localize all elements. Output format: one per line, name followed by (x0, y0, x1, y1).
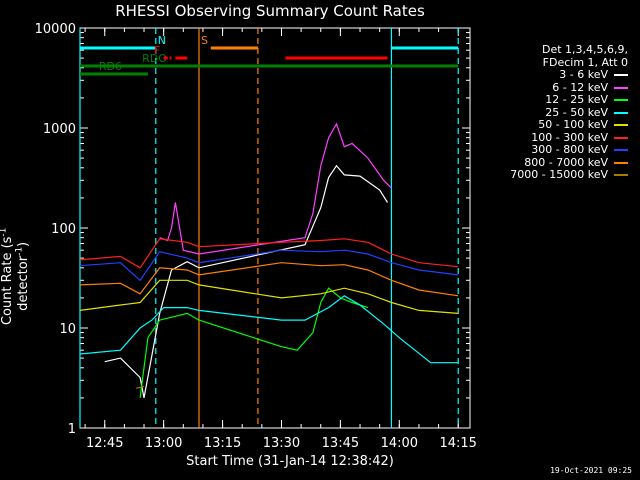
y-axis-label: Count Rate (s-1 detector-1) (0, 227, 32, 326)
series-line (79, 262, 459, 297)
series-line (79, 279, 459, 314)
legend-entry: 300 - 800 keV (478, 143, 638, 157)
legend-swatch (614, 161, 628, 164)
x-tick-label: 13:15 (204, 436, 241, 451)
legend-swatch (614, 99, 628, 102)
flag-label-f: F (154, 44, 160, 57)
legend-swatch (614, 149, 628, 152)
legend-entry: 3 - 6 keV (478, 68, 638, 82)
legend-swatch (614, 124, 628, 127)
series-line (136, 385, 145, 389)
x-axis-label: Start Time (31-Jan-14 12:38:42) (186, 454, 394, 469)
legend-entry: 800 - 7000 keV (478, 155, 638, 170)
series-line (79, 249, 459, 282)
chart-title: RHESSI Observing Summary Count Rates (115, 2, 425, 20)
legend-swatch (614, 74, 628, 77)
legend-swatch (614, 136, 628, 139)
legend-swatch (614, 174, 628, 177)
series-line (159, 122, 392, 255)
legend: Det 1,3,4,5,6,9, FDecim 1, Att 0 3 - 6 k… (478, 43, 638, 182)
series-line (139, 287, 369, 398)
legend-label: 300 - 800 keV (531, 143, 608, 156)
legend-entry: 25 - 50 keV (478, 105, 638, 120)
legend-label: 6 - 12 keV (552, 80, 608, 94)
legend-label: 50 - 100 keV (538, 118, 608, 131)
legend-label: 800 - 7000 keV (524, 155, 608, 169)
x-tick-label: 13:45 (322, 436, 359, 451)
legend-entry: 12 - 25 keV (478, 93, 638, 107)
series-line (104, 164, 389, 399)
legend-swatch (614, 86, 628, 89)
legend-label: 3 - 6 keV (559, 68, 608, 81)
legend-entry: 6 - 12 keV (478, 80, 638, 95)
legend-label: 100 - 300 keV (531, 130, 608, 144)
legend-label: 7000 - 15000 keV (510, 168, 608, 181)
x-tick-label: 14:15 (439, 436, 476, 451)
generated-timestamp: 19-Oct-2021 09:25 (550, 466, 632, 475)
legend-label: 12 - 25 keV (545, 93, 608, 106)
legend-swatch (614, 111, 628, 114)
series-line (79, 238, 459, 269)
series-line (79, 295, 459, 364)
y-tick-label: 1 (68, 422, 76, 437)
x-tick-label: 12:45 (86, 436, 123, 451)
legend-label: 25 - 50 keV (545, 105, 608, 119)
y-tick-label: 100 (51, 222, 76, 237)
x-tick-label: 13:30 (263, 436, 300, 451)
flag-label-rd6: RD6 (99, 60, 122, 73)
flag-label-rdo: RDO (142, 52, 167, 65)
legend-entry: 100 - 300 keV (478, 130, 638, 145)
legend-header-line-2: FDecim 1, Att 0 (542, 55, 628, 69)
x-tick-label: 13:00 (145, 436, 182, 451)
y-tick-label: 10000 (35, 22, 76, 37)
flag-label-n: N (158, 34, 166, 47)
y-tick-label: 1000 (43, 122, 76, 137)
plot-frame (79, 27, 471, 429)
x-tick-label: 14:00 (381, 436, 418, 451)
flag-label-s: S (201, 34, 208, 47)
legend-header-line-1: Det 1,3,4,5,6,9, (541, 43, 628, 56)
y-tick-label: 10 (59, 322, 76, 337)
legend-entry: 7000 - 15000 keV (478, 168, 638, 182)
legend-entry: 50 - 100 keV (478, 118, 638, 132)
